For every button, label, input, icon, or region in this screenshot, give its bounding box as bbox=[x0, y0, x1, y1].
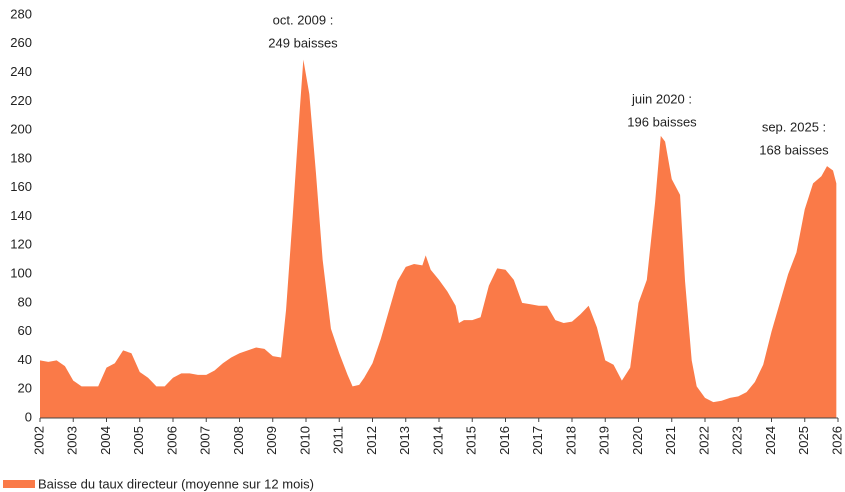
y-tick-label: 280 bbox=[10, 6, 32, 21]
x-tick-label: 2022 bbox=[696, 426, 711, 455]
y-tick-label: 100 bbox=[10, 266, 32, 281]
x-tick-label: 2005 bbox=[131, 426, 146, 455]
x-tick-label: 2014 bbox=[430, 426, 445, 455]
x-tick-label: 2010 bbox=[297, 426, 312, 455]
x-tick-label: 2024 bbox=[763, 426, 778, 455]
x-tick-label: 2008 bbox=[231, 426, 246, 455]
x-tick-label: 2003 bbox=[65, 426, 80, 455]
x-tick-label: 2011 bbox=[331, 426, 346, 454]
y-tick-label: 20 bbox=[18, 381, 32, 396]
area bbox=[40, 59, 837, 418]
y-tick-label: 220 bbox=[10, 93, 32, 108]
x-tick-label: 2020 bbox=[630, 426, 645, 455]
x-tick-label: 2007 bbox=[198, 426, 213, 455]
annotation: 196 baisses bbox=[627, 114, 697, 129]
x-tick-label: 2013 bbox=[397, 426, 412, 455]
y-tick-label: 160 bbox=[10, 179, 32, 194]
x-tick-label: 2015 bbox=[464, 426, 479, 455]
x-tick-label: 2018 bbox=[563, 426, 578, 455]
x-tick-label: 2025 bbox=[796, 426, 811, 455]
x-tick-label: 2019 bbox=[597, 426, 612, 455]
annotation: sep. 2025 : bbox=[762, 119, 826, 134]
x-tick-label: 2004 bbox=[98, 426, 113, 455]
y-tick-label: 40 bbox=[18, 352, 32, 367]
legend-swatch bbox=[3, 480, 35, 488]
x-tick-label: 2023 bbox=[730, 426, 745, 455]
x-tick-label: 2016 bbox=[497, 426, 512, 455]
annotation: 249 baisses bbox=[268, 35, 338, 50]
x-tick-label: 2017 bbox=[530, 426, 545, 455]
y-tick-label: 60 bbox=[18, 323, 32, 338]
legend-label: Baisse du taux directeur (moyenne sur 12… bbox=[38, 476, 314, 491]
x-tick-label: 2009 bbox=[264, 426, 279, 455]
y-tick-label: 0 bbox=[25, 409, 32, 424]
annotation: 168 baisses bbox=[759, 142, 829, 157]
x-tick-label: 2006 bbox=[164, 426, 179, 455]
x-tick-label: 2012 bbox=[364, 426, 379, 455]
y-tick-label: 260 bbox=[10, 35, 32, 50]
annotation: juin 2020 : bbox=[631, 91, 692, 106]
x-tick-label: 2002 bbox=[31, 426, 46, 455]
x-tick-label: 2021 bbox=[663, 426, 678, 455]
annotation: oct. 2009 : bbox=[273, 12, 334, 27]
y-tick-label: 200 bbox=[10, 122, 32, 137]
x-tick-label: 2026 bbox=[829, 426, 844, 455]
y-tick-label: 180 bbox=[10, 150, 32, 165]
y-tick-label: 80 bbox=[18, 294, 32, 309]
y-tick-label: 240 bbox=[10, 64, 32, 79]
y-tick-label: 140 bbox=[10, 208, 32, 223]
y-tick-label: 120 bbox=[10, 237, 32, 252]
